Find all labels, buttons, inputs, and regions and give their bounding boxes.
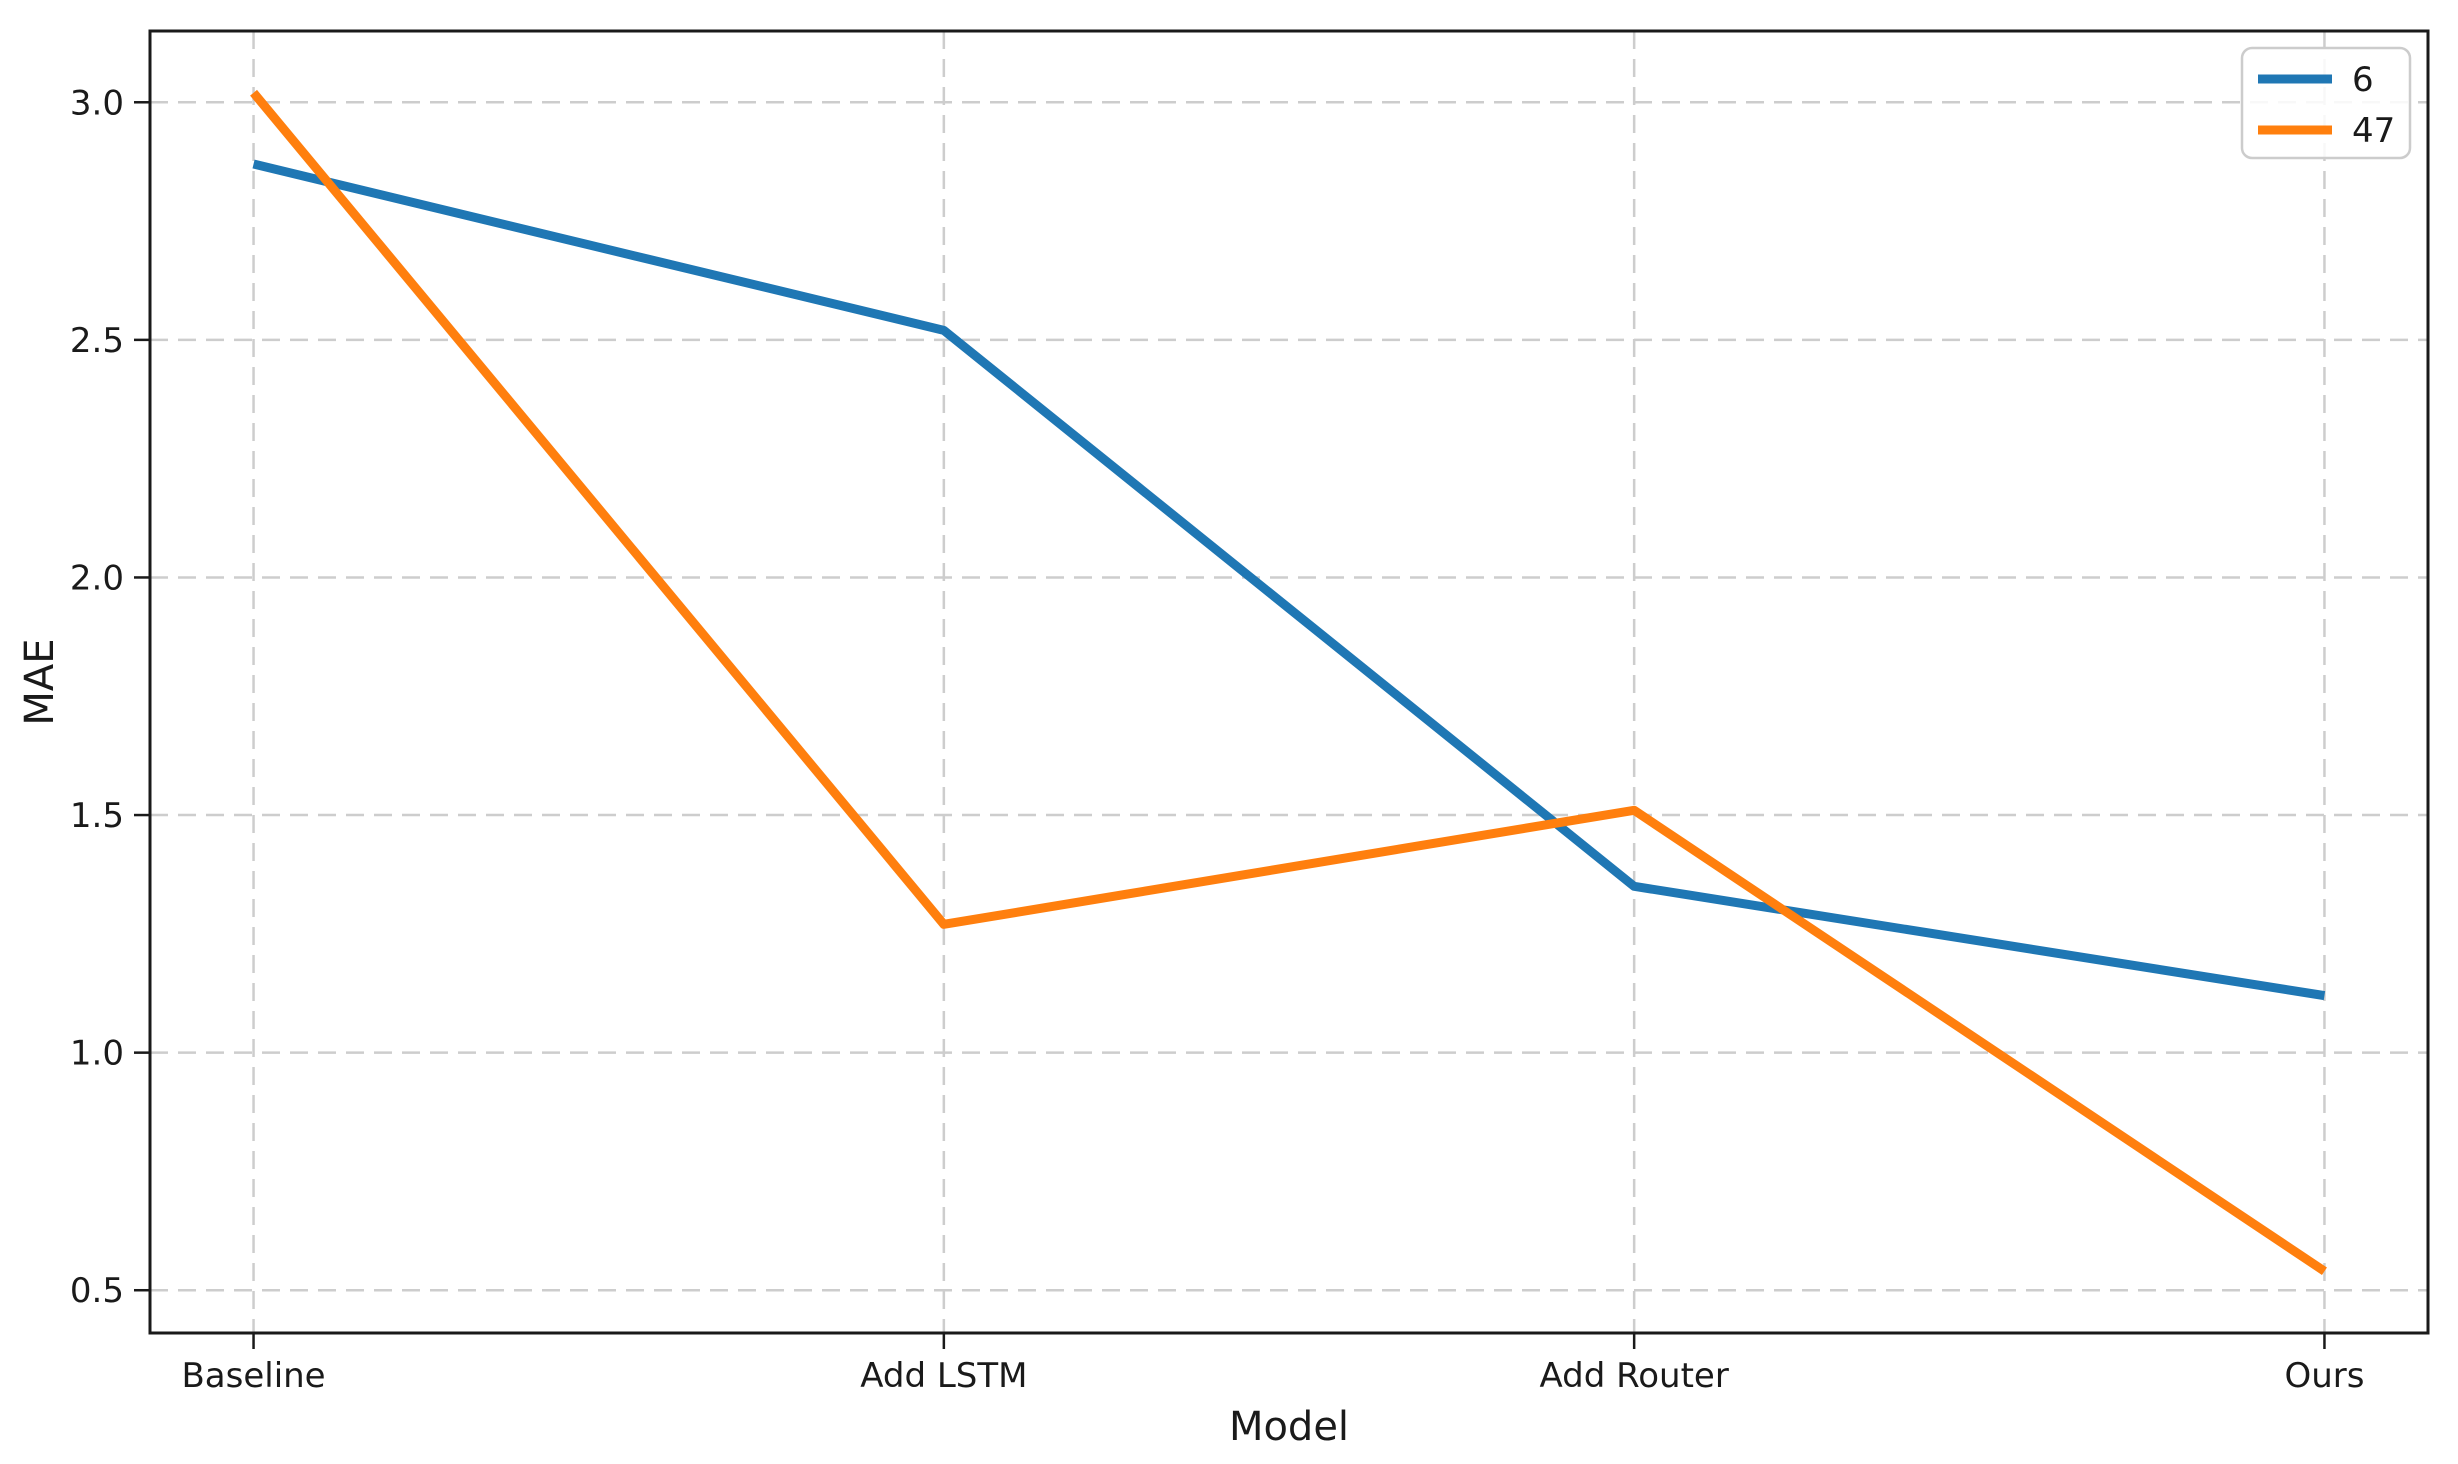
plot-border xyxy=(148,29,2430,1335)
series-line-6 xyxy=(252,159,2326,1001)
y-tick-label-2-5: 2.5 xyxy=(70,321,124,361)
y-axis-label: MAE xyxy=(17,638,63,725)
grid xyxy=(150,31,2428,1333)
x-axis-label: Model xyxy=(1229,1404,1349,1450)
legend-label-47: 47 xyxy=(2352,111,2395,151)
x-tick-label-ours: Ours xyxy=(2284,1356,2364,1396)
x-tick-label-add-router: Add Router xyxy=(1539,1356,1728,1396)
x-tick-label-add-lstm: Add LSTM xyxy=(860,1356,1027,1396)
y-tick-label-1: 1.0 xyxy=(70,1034,124,1074)
series-line-47 xyxy=(250,89,2327,1275)
y-tick-label-1-5: 1.5 xyxy=(70,796,124,836)
legend-label-6: 6 xyxy=(2352,60,2374,100)
x-tick-label-baseline: Baseline xyxy=(181,1356,325,1396)
y-tick-label-2: 2.0 xyxy=(70,558,124,598)
y-tick-label-0-5: 0.5 xyxy=(70,1271,124,1311)
legend: 647 xyxy=(2240,46,2412,160)
y-tick-label-3: 3.0 xyxy=(70,83,124,123)
